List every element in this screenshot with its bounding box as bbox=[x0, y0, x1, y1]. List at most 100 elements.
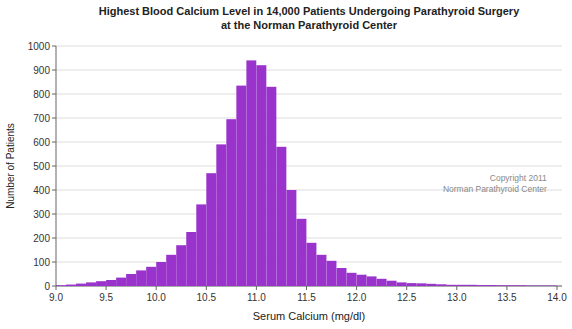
y-tick bbox=[52, 70, 56, 71]
bar bbox=[447, 285, 457, 286]
y-tick bbox=[52, 142, 56, 143]
y-tick-label: 100 bbox=[33, 257, 50, 268]
x-tick bbox=[456, 286, 457, 290]
y-tick bbox=[52, 286, 56, 287]
bar bbox=[216, 144, 226, 286]
bar bbox=[66, 285, 76, 286]
bar bbox=[337, 268, 347, 286]
bar bbox=[527, 285, 537, 286]
bar bbox=[256, 65, 266, 286]
x-tick-label: 9.5 bbox=[99, 292, 113, 303]
bar bbox=[136, 270, 146, 286]
y-tick-label: 400 bbox=[33, 185, 50, 196]
grid-line bbox=[56, 142, 562, 143]
bar bbox=[56, 285, 66, 286]
grid-line bbox=[56, 238, 562, 239]
y-tick-label: 0 bbox=[44, 281, 50, 292]
bar bbox=[76, 284, 86, 286]
bar bbox=[166, 255, 176, 286]
bar bbox=[347, 273, 357, 286]
x-tick bbox=[156, 286, 157, 290]
grid-line bbox=[56, 70, 562, 71]
bar bbox=[377, 279, 387, 286]
x-tick bbox=[256, 286, 257, 290]
bar bbox=[467, 285, 477, 286]
bar bbox=[246, 60, 256, 286]
x-tick bbox=[506, 286, 507, 290]
x-tick-label: 13.5 bbox=[497, 292, 517, 303]
bar bbox=[317, 255, 327, 286]
y-axis-label: Number of Patients bbox=[5, 123, 16, 209]
bar bbox=[397, 282, 407, 286]
bar bbox=[276, 147, 286, 286]
x-tick bbox=[406, 286, 407, 290]
x-tick bbox=[56, 286, 57, 290]
y-tick bbox=[52, 238, 56, 239]
y-tick bbox=[52, 46, 56, 47]
bar bbox=[206, 173, 216, 286]
axes: 010020030040050060070080090010009.09.510… bbox=[28, 41, 567, 304]
bar bbox=[477, 285, 487, 286]
bar bbox=[116, 278, 126, 286]
y-tick-label: 1000 bbox=[28, 41, 51, 52]
bar bbox=[96, 281, 106, 286]
bars bbox=[56, 60, 557, 286]
y-tick-label: 700 bbox=[33, 113, 50, 124]
x-tick-label: 11.5 bbox=[297, 292, 316, 303]
bar bbox=[537, 285, 547, 286]
x-tick bbox=[356, 286, 357, 290]
bar bbox=[437, 284, 447, 286]
grid bbox=[56, 46, 562, 286]
x-tick bbox=[306, 286, 307, 290]
bar bbox=[497, 285, 507, 286]
y-tick-label: 900 bbox=[33, 65, 50, 76]
bar bbox=[367, 276, 377, 286]
y-tick-label: 800 bbox=[33, 89, 50, 100]
bar bbox=[236, 86, 246, 286]
y-tick bbox=[52, 166, 56, 167]
bar bbox=[296, 219, 306, 286]
bar bbox=[517, 285, 527, 286]
bar bbox=[306, 243, 316, 286]
bar bbox=[387, 281, 397, 286]
x-tick-label: 13.0 bbox=[447, 292, 467, 303]
x-tick-label: 10.0 bbox=[146, 292, 166, 303]
bar bbox=[266, 87, 276, 286]
bar bbox=[407, 283, 417, 286]
bar bbox=[106, 280, 116, 286]
y-axis-line bbox=[56, 46, 57, 286]
y-tick-label: 200 bbox=[33, 233, 50, 244]
chart: 010020030040050060070080090010009.09.510… bbox=[0, 0, 572, 329]
y-tick-label: 300 bbox=[33, 209, 50, 220]
bar bbox=[196, 204, 206, 286]
grid-line bbox=[56, 214, 562, 215]
bar bbox=[86, 282, 96, 286]
grid-line bbox=[56, 118, 562, 119]
bar bbox=[286, 190, 296, 286]
x-tick-label: 12.5 bbox=[397, 292, 417, 303]
bar bbox=[547, 285, 557, 286]
y-tick-label: 600 bbox=[33, 137, 50, 148]
bar bbox=[126, 274, 136, 286]
bar bbox=[176, 245, 186, 286]
bar bbox=[186, 232, 196, 286]
x-tick-label: 12.0 bbox=[347, 292, 367, 303]
y-tick bbox=[52, 190, 56, 191]
y-tick bbox=[52, 94, 56, 95]
grid-line bbox=[56, 94, 562, 95]
bar bbox=[357, 275, 367, 286]
grid-line bbox=[56, 166, 562, 167]
y-tick bbox=[52, 118, 56, 119]
bar bbox=[146, 267, 156, 286]
x-tick bbox=[106, 286, 107, 290]
y-tick bbox=[52, 262, 56, 263]
y-tick bbox=[52, 214, 56, 215]
bar bbox=[457, 285, 467, 286]
y-tick-label: 500 bbox=[33, 161, 50, 172]
x-axis-label: Serum Calcium (mg/dl) bbox=[253, 310, 365, 322]
x-tick-label: 11.0 bbox=[247, 292, 266, 303]
x-tick-label: 14.0 bbox=[547, 292, 567, 303]
bar bbox=[507, 285, 517, 286]
x-tick-label: 10.5 bbox=[197, 292, 217, 303]
x-tick bbox=[556, 286, 557, 290]
